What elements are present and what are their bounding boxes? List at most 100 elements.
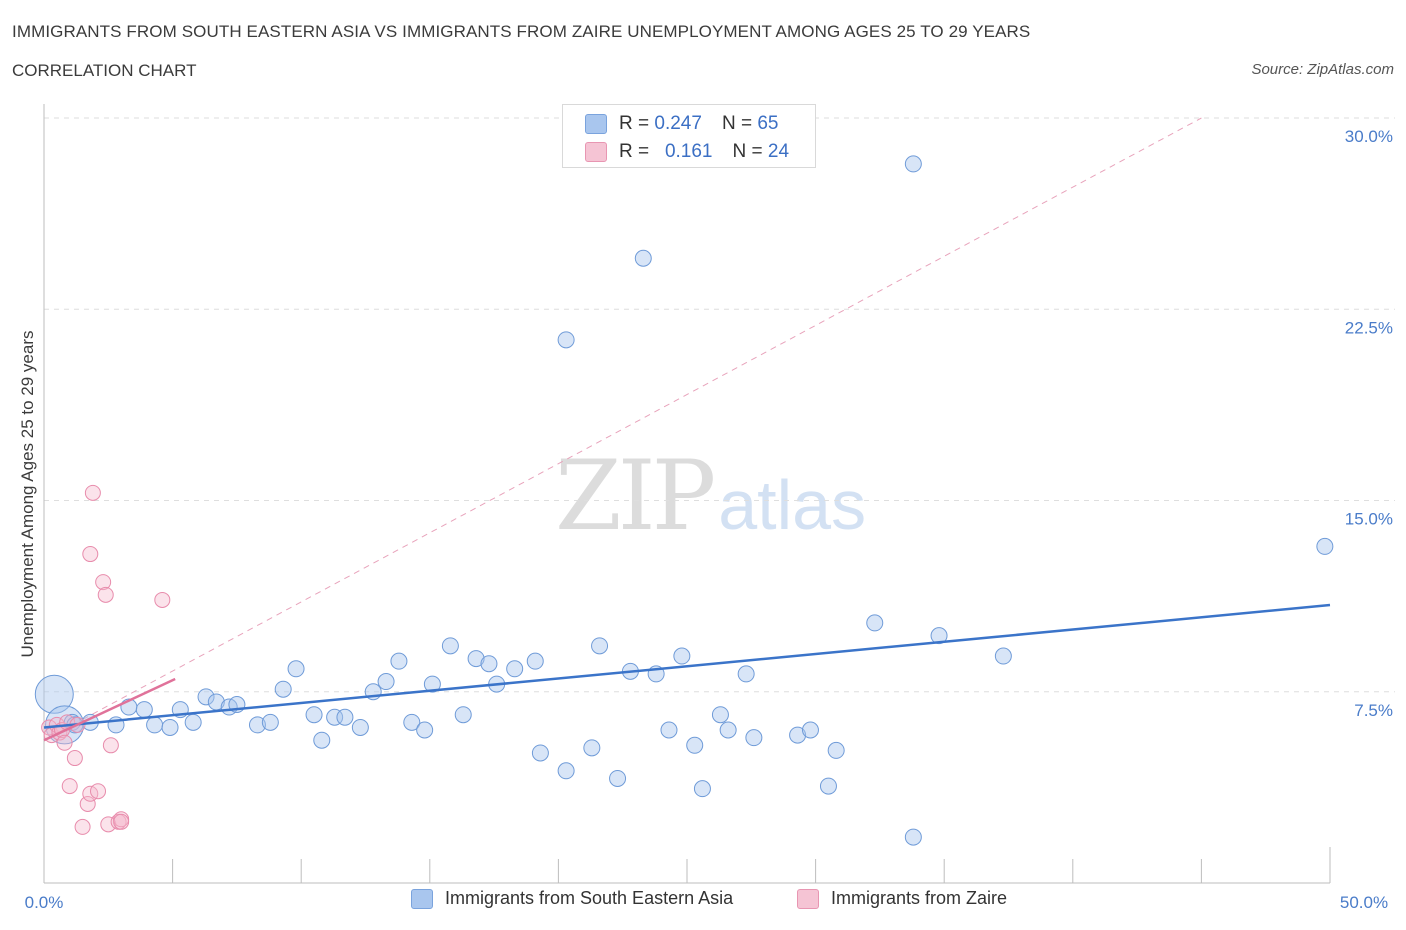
point-south-eastern-asia [801, 721, 819, 739]
source-credit: Source: ZipAtlas.com [1251, 61, 1394, 78]
point-zaire [113, 813, 130, 830]
point-south-eastern-asia [326, 708, 344, 726]
watermark: ZIPatlas [555, 440, 866, 552]
point-south-eastern-asia [711, 706, 729, 724]
point-south-eastern-asia [866, 614, 884, 632]
chart-subtitle: CORRELATION CHART [12, 61, 197, 80]
point-south-eastern-asia [526, 652, 544, 670]
legend-row-series2: R = 0.161 N = 24 [585, 139, 789, 165]
point-south-eastern-asia [531, 744, 549, 762]
point-south-eastern-asia [609, 769, 627, 787]
point-south-eastern-asia [423, 675, 441, 693]
point-south-eastern-asia [930, 627, 948, 645]
point-south-eastern-asia [994, 647, 1012, 665]
legend-n-label: N = [721, 113, 753, 134]
y-tick-label: 30.0% [1345, 127, 1393, 146]
point-south-eastern-asia [274, 680, 292, 698]
legend-swatch-blue [585, 114, 607, 134]
legend-row-series1: R = 0.247 N = 65 [585, 111, 778, 137]
point-south-eastern-asia [557, 331, 575, 349]
point-zaire [97, 586, 114, 603]
point-south-eastern-asia [441, 637, 459, 655]
point-south-eastern-asia [480, 655, 498, 673]
point-zaire [82, 546, 99, 563]
point-south-eastern-asia [34, 674, 74, 714]
point-south-eastern-asia [583, 739, 601, 757]
chart-title: IMMIGRANTS FROM SOUTH EASTERN ASIA VS IM… [12, 22, 1031, 41]
y-tick-label: 7.5% [1354, 701, 1393, 720]
legend-r-label: R = [619, 113, 650, 134]
point-south-eastern-asia [904, 155, 922, 173]
point-zaire [90, 783, 107, 800]
point-south-eastern-asia [184, 713, 202, 731]
watermark-atlas: atlas [718, 466, 867, 544]
point-south-eastern-asia [403, 713, 421, 731]
point-south-eastern-asia [313, 731, 331, 749]
point-south-eastern-asia [737, 665, 755, 683]
point-south-eastern-asia [789, 726, 807, 744]
point-south-eastern-asia [248, 716, 266, 734]
legend-item-zaire[interactable]: Immigrants from Zaire [797, 888, 1007, 909]
y-tick-label: 15.0% [1345, 510, 1393, 529]
legend-swatch-pink [797, 888, 819, 909]
x-tick-label-max: 50.0% [1340, 893, 1388, 912]
point-south-eastern-asia [686, 736, 704, 754]
series-legend: Immigrants from South Eastern Asia Immig… [0, 888, 1406, 916]
point-zaire [61, 778, 78, 795]
legend-r-label: R = [619, 141, 650, 162]
point-zaire [79, 795, 96, 812]
point-south-eastern-asia [904, 828, 922, 846]
point-south-eastern-asia [135, 701, 153, 719]
point-south-eastern-asia [660, 721, 678, 739]
point-south-eastern-asia [719, 721, 737, 739]
point-south-eastern-asia [827, 741, 845, 759]
legend-swatch-blue [411, 888, 433, 909]
legend-r-value-series1: 0.247 [654, 113, 702, 134]
trendline-south-eastern-asia [43, 603, 1331, 729]
point-south-eastern-asia [377, 673, 395, 691]
point-south-eastern-asia [351, 718, 369, 736]
trendline-zaire [43, 677, 176, 742]
point-south-eastern-asia [506, 660, 524, 678]
point-south-eastern-asia [287, 660, 305, 678]
point-zaire [66, 750, 83, 767]
legend-n-label: N = [732, 141, 763, 162]
point-south-eastern-asia [416, 721, 434, 739]
point-south-eastern-asia [161, 718, 179, 736]
point-south-eastern-asia [557, 762, 575, 780]
point-zaire [95, 574, 112, 591]
legend-n-value-series1: 65 [757, 113, 779, 134]
point-south-eastern-asia [591, 637, 609, 655]
point-south-eastern-asia [634, 249, 652, 267]
point-zaire [154, 591, 171, 608]
point-zaire [74, 818, 91, 835]
legend-label-series2: Immigrants from Zaire [831, 888, 1008, 908]
legend-n-value-series2: 24 [767, 141, 790, 162]
x-tick-label-min: 0.0% [25, 893, 64, 912]
point-south-eastern-asia [146, 716, 164, 734]
point-south-eastern-asia [745, 729, 763, 747]
point-south-eastern-asia [305, 706, 323, 724]
point-south-eastern-asia [693, 780, 711, 798]
point-south-eastern-asia [261, 713, 279, 731]
watermark-zip: ZIP [555, 440, 716, 552]
legend-r-value-series2: 0.161 [664, 141, 713, 162]
trendline-zaire-extended [43, 117, 1202, 741]
point-south-eastern-asia [336, 708, 354, 726]
point-south-eastern-asia [819, 777, 837, 795]
point-zaire [84, 484, 101, 501]
point-south-eastern-asia [467, 650, 485, 668]
legend-swatch-pink [585, 142, 607, 162]
point-zaire [102, 737, 119, 754]
point-south-eastern-asia [1316, 537, 1334, 555]
legend-label-series1: Immigrants from South Eastern Asia [445, 888, 734, 908]
point-zaire [56, 734, 73, 751]
y-tick-label: 22.5% [1345, 318, 1393, 337]
point-south-eastern-asia [454, 706, 472, 724]
legend-item-south-eastern-asia[interactable]: Immigrants from South Eastern Asia [411, 888, 733, 909]
point-south-eastern-asia [673, 647, 691, 665]
point-south-eastern-asia [390, 652, 408, 670]
point-south-eastern-asia [197, 688, 215, 706]
correlation-legend: R = 0.247 N = 65 R = 0.161 N = 24 [562, 104, 816, 168]
